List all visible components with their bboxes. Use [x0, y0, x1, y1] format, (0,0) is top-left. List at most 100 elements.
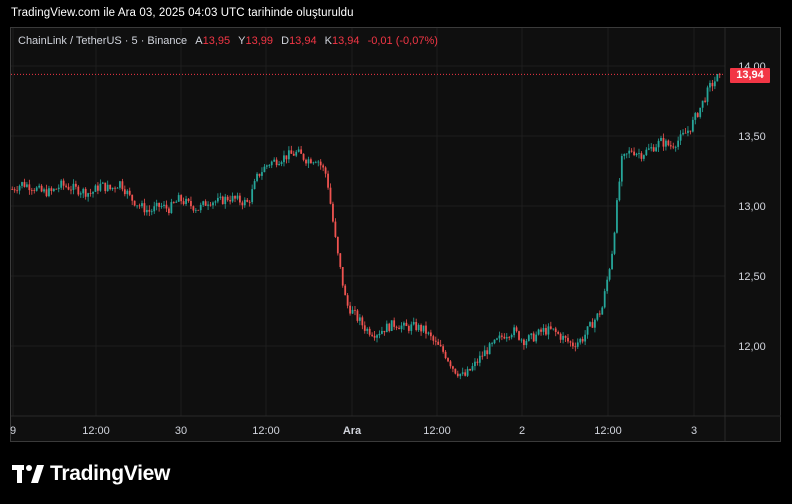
candle-body [429, 332, 432, 337]
candle-body [60, 180, 63, 188]
candle-body [45, 189, 48, 197]
candle-body [407, 326, 410, 331]
candle-body [40, 185, 43, 192]
candle-body [716, 74, 719, 82]
candle-body [192, 206, 195, 211]
candle-body [640, 153, 643, 159]
candle-body [571, 342, 574, 347]
candle-body [481, 355, 484, 357]
candle-body [437, 341, 440, 345]
candle-body [214, 201, 217, 203]
candle-body [204, 201, 207, 206]
candle-body [141, 203, 143, 207]
low-value: 13,94 [289, 35, 317, 47]
candle-body [630, 150, 633, 152]
candle-body [278, 164, 280, 166]
candle-body [667, 140, 670, 146]
candle-body [275, 159, 278, 166]
candle-body [660, 137, 662, 141]
candle-body [478, 355, 481, 363]
candle-body [16, 190, 19, 192]
x-tick-label: 12:00 [252, 425, 280, 437]
candle-body [701, 100, 704, 108]
candle-body [26, 184, 28, 187]
candle-body [175, 201, 178, 203]
candle-body [101, 182, 104, 184]
candle-body [537, 329, 540, 335]
candle-body [598, 313, 601, 315]
candle-body [72, 183, 75, 190]
close-value: 13,94 [332, 35, 360, 47]
candle-body [194, 209, 197, 211]
candle-body [312, 162, 315, 164]
candle-body [145, 209, 148, 213]
candle-body [163, 204, 165, 207]
candle-body [111, 187, 114, 190]
candle-body [373, 335, 376, 338]
candle-body [562, 335, 564, 340]
candle-body [711, 82, 714, 87]
chart-frame[interactable] [10, 27, 781, 442]
candle-body [405, 322, 408, 327]
candle-body [292, 153, 295, 156]
candle-body [574, 346, 577, 348]
candle-body [43, 189, 45, 192]
close-label: K [324, 35, 332, 47]
candle-body [696, 113, 699, 117]
candle-body [329, 187, 332, 204]
candle-body [613, 232, 616, 254]
candle-body [505, 337, 508, 339]
candle-body [601, 307, 604, 315]
x-tick-label: 2 [519, 425, 525, 437]
candle-body [177, 195, 180, 202]
candle-body [434, 340, 437, 342]
candle-body [155, 202, 158, 207]
candle-body [385, 323, 388, 333]
candle-body [410, 324, 413, 331]
candle-body [33, 190, 36, 191]
candle-body [491, 343, 493, 345]
candle-body [327, 173, 329, 188]
candle-body [432, 336, 435, 341]
candle-body [116, 187, 119, 189]
candle-body [317, 161, 320, 163]
candle-body [243, 199, 246, 206]
candle-body [542, 328, 545, 332]
candle-body [332, 203, 334, 222]
candle-body [62, 180, 65, 186]
candle-body [623, 153, 626, 157]
candle-body [569, 341, 572, 343]
candle-body [263, 166, 266, 173]
candle-body [94, 185, 97, 192]
candle-body [226, 196, 229, 201]
candle-body [57, 187, 60, 190]
candle-body [261, 172, 263, 176]
candle-body [138, 205, 141, 207]
candle-body [285, 155, 288, 160]
candle-body [454, 368, 457, 374]
candle-body [21, 182, 23, 186]
last-price-badge: 13,94 [730, 68, 770, 83]
candle-body [552, 328, 555, 330]
candle-body [689, 130, 692, 132]
candle-body [136, 205, 138, 207]
candle-body [672, 146, 675, 148]
candle-body [388, 323, 391, 331]
candle-body [70, 189, 72, 191]
candle-body [104, 182, 107, 192]
candle-body [197, 209, 200, 211]
candle-body [647, 148, 650, 150]
candle-body [300, 149, 303, 154]
candle-body [341, 266, 344, 286]
symbol-label: ChainLink / TetherUS · 5 · Binance [18, 35, 188, 47]
candle-body [535, 334, 538, 342]
candle-body [557, 331, 560, 334]
candle-body [265, 165, 268, 167]
x-tick-label: 12:00 [82, 425, 110, 437]
candle-body [295, 151, 298, 156]
chart-caption: TradingView.com ile Ara 03, 2025 04:03 U… [11, 7, 354, 19]
high-label: Y [238, 35, 246, 47]
candle-body [131, 194, 134, 201]
candle-body [38, 185, 41, 188]
